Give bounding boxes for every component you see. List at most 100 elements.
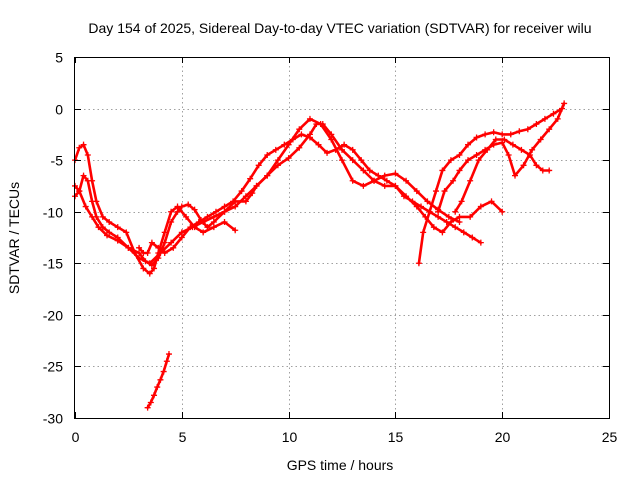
data-point (183, 213, 190, 220)
data-point (509, 141, 516, 148)
data-point (154, 384, 161, 391)
data-point (200, 229, 207, 236)
data-point (366, 167, 373, 174)
data-point (274, 162, 281, 169)
data-point (561, 100, 568, 107)
data-point (80, 141, 87, 148)
series-track-4 (136, 131, 484, 256)
grid (75, 57, 609, 418)
data-point (392, 170, 399, 177)
data-point (349, 177, 356, 184)
data-point (432, 188, 439, 195)
data-point (296, 126, 303, 133)
data-point (146, 270, 153, 277)
data-point (324, 149, 331, 156)
data-point (430, 224, 437, 231)
data-point (204, 224, 211, 231)
y-tick-label: -30 (43, 411, 63, 427)
data-point (285, 155, 292, 162)
data-point (296, 144, 303, 151)
data-point (477, 239, 484, 246)
data-point (450, 177, 457, 184)
data-point (418, 203, 425, 210)
data-point (456, 167, 463, 174)
data-point (125, 244, 132, 251)
data-point (136, 255, 143, 262)
data-point (424, 198, 431, 205)
data-point (230, 198, 237, 205)
data-point (482, 131, 489, 138)
data-point (165, 351, 172, 358)
data-point (272, 146, 279, 153)
data-point (492, 136, 499, 143)
data-point (456, 219, 463, 226)
data-point (264, 151, 271, 158)
x-tick-label: 20 (495, 429, 511, 445)
data-point (435, 213, 442, 220)
data-point (99, 213, 106, 220)
data-point (456, 213, 463, 220)
data-point (84, 151, 91, 158)
data-point (349, 157, 356, 164)
x-tick-label: 10 (282, 429, 298, 445)
data-point (420, 229, 427, 236)
data-point (415, 260, 422, 267)
data-point (313, 121, 320, 128)
y-tick-label: -25 (43, 359, 63, 375)
y-tick-label: -10 (43, 205, 63, 221)
data-point (315, 141, 322, 148)
data-point (174, 208, 181, 215)
x-tick-label: 25 (602, 429, 618, 445)
data-point (360, 182, 367, 189)
series-line (417, 107, 564, 265)
series-track-8 (144, 351, 172, 411)
data-point (458, 198, 465, 205)
x-axis-label: GPS time / hours (287, 457, 394, 473)
data-point (375, 172, 382, 179)
data-point (477, 203, 484, 210)
data-point (507, 131, 514, 138)
data-point (439, 167, 446, 174)
y-tick-label: -20 (43, 308, 63, 324)
series-line (137, 133, 483, 255)
data-point (465, 141, 472, 148)
data-point (518, 146, 525, 153)
data-point (144, 249, 151, 256)
data-point (160, 368, 167, 375)
data-point (195, 219, 202, 226)
data-point (469, 234, 476, 241)
data-point (247, 175, 254, 182)
y-tick-label: -5 (51, 153, 64, 169)
data-point (255, 162, 262, 169)
data-point (298, 131, 305, 138)
data-point (339, 157, 345, 164)
data-point (499, 208, 506, 215)
data-point (289, 136, 296, 143)
data-point (232, 203, 239, 210)
data-point (529, 146, 536, 153)
data-point (484, 146, 491, 153)
data-point (400, 193, 407, 200)
data-point (501, 136, 508, 143)
data-point (537, 136, 544, 143)
data-point (106, 219, 113, 226)
data-point (488, 198, 495, 205)
data-point (204, 213, 211, 220)
data-point (465, 157, 472, 164)
data-point (163, 358, 170, 365)
data-point (306, 134, 313, 141)
data-point (349, 146, 356, 153)
data-point (306, 115, 313, 122)
data-point (456, 151, 463, 158)
data-point (151, 265, 158, 272)
data-point (473, 134, 480, 141)
data-point (168, 239, 175, 246)
data-point (533, 121, 540, 128)
data-point (460, 229, 467, 236)
data-point (238, 188, 245, 195)
data-point (161, 249, 168, 256)
data-point (332, 146, 339, 153)
data-point (550, 110, 557, 117)
data-point (274, 157, 281, 164)
